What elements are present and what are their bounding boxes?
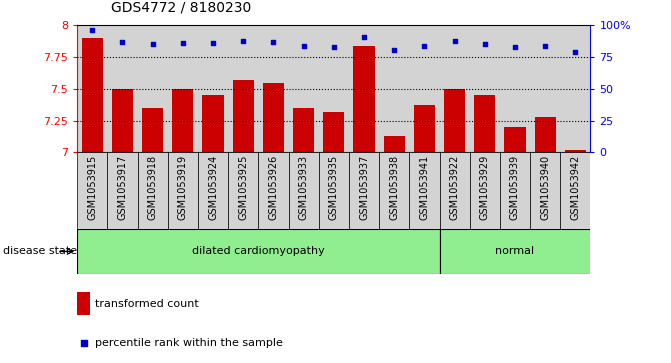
Bar xyxy=(440,25,470,152)
Text: percentile rank within the sample: percentile rank within the sample xyxy=(95,338,283,348)
Bar xyxy=(379,152,409,229)
Bar xyxy=(263,83,284,152)
Bar xyxy=(379,25,409,152)
Point xyxy=(117,39,128,45)
Text: GSM1053939: GSM1053939 xyxy=(510,155,520,220)
Bar xyxy=(138,25,168,152)
Point xyxy=(148,41,158,47)
Bar xyxy=(77,229,440,274)
Bar xyxy=(349,152,379,229)
Bar xyxy=(323,112,344,152)
Bar xyxy=(500,152,530,229)
Bar xyxy=(107,25,138,152)
Text: disease state: disease state xyxy=(3,246,77,256)
Point xyxy=(419,43,430,49)
Bar xyxy=(474,95,495,152)
Bar xyxy=(349,25,379,152)
Bar xyxy=(440,152,470,229)
Bar xyxy=(198,152,228,229)
Bar xyxy=(409,25,440,152)
Bar xyxy=(500,25,530,152)
Bar xyxy=(535,117,556,152)
Point xyxy=(480,41,491,47)
Text: normal: normal xyxy=(495,246,535,256)
Bar xyxy=(354,46,374,152)
Text: GSM1053926: GSM1053926 xyxy=(268,155,278,220)
Text: GSM1053929: GSM1053929 xyxy=(480,155,490,220)
Bar xyxy=(77,152,107,229)
Bar xyxy=(530,152,560,229)
Bar xyxy=(289,152,319,229)
Bar xyxy=(289,25,319,152)
Bar xyxy=(384,136,405,152)
Text: dilated cardiomyopathy: dilated cardiomyopathy xyxy=(192,246,325,256)
Bar xyxy=(112,89,133,152)
Bar xyxy=(565,150,586,152)
Bar xyxy=(168,152,198,229)
Text: GSM1053922: GSM1053922 xyxy=(450,155,460,220)
Point xyxy=(87,28,98,33)
Bar xyxy=(258,152,289,229)
Bar xyxy=(470,152,500,229)
Point xyxy=(540,43,551,49)
Point xyxy=(79,340,89,346)
Bar xyxy=(172,89,193,152)
Bar xyxy=(77,25,107,152)
Bar xyxy=(470,25,500,152)
Point xyxy=(450,38,460,44)
Text: GDS4772 / 8180230: GDS4772 / 8180230 xyxy=(111,0,251,15)
Bar xyxy=(203,95,223,152)
Point xyxy=(359,34,370,40)
Point xyxy=(268,39,279,45)
Point xyxy=(389,46,400,52)
Bar xyxy=(319,152,349,229)
Point xyxy=(299,43,309,49)
Text: GSM1053933: GSM1053933 xyxy=(299,155,309,220)
Bar xyxy=(258,25,289,152)
Bar xyxy=(142,108,163,152)
Point xyxy=(510,44,521,50)
Bar xyxy=(440,229,606,274)
Bar xyxy=(293,108,314,152)
Text: GSM1053925: GSM1053925 xyxy=(238,155,248,220)
Bar xyxy=(414,105,435,152)
Bar xyxy=(138,152,168,229)
Bar xyxy=(82,38,103,152)
Bar xyxy=(228,152,258,229)
Text: GSM1053941: GSM1053941 xyxy=(419,155,429,220)
Text: GSM1053917: GSM1053917 xyxy=(117,155,127,220)
Text: GSM1053924: GSM1053924 xyxy=(208,155,218,220)
Point xyxy=(208,40,219,46)
Point xyxy=(178,40,189,46)
Text: GSM1053935: GSM1053935 xyxy=(329,155,339,220)
Bar xyxy=(168,25,198,152)
Text: GSM1053919: GSM1053919 xyxy=(178,155,188,220)
Text: GSM1053940: GSM1053940 xyxy=(540,155,550,220)
Text: GSM1053938: GSM1053938 xyxy=(389,155,399,220)
Bar xyxy=(198,25,228,152)
Bar xyxy=(228,25,258,152)
Text: transformed count: transformed count xyxy=(95,299,199,309)
Point xyxy=(570,49,581,55)
Text: GSM1053937: GSM1053937 xyxy=(359,155,369,220)
Bar xyxy=(77,292,90,315)
Point xyxy=(238,38,249,44)
Text: GSM1053915: GSM1053915 xyxy=(87,155,97,220)
Bar xyxy=(560,25,590,152)
Text: GSM1053942: GSM1053942 xyxy=(570,155,580,220)
Bar xyxy=(560,152,590,229)
Bar xyxy=(444,89,465,152)
Text: GSM1053918: GSM1053918 xyxy=(148,155,158,220)
Bar xyxy=(107,152,138,229)
Bar xyxy=(530,25,560,152)
Bar xyxy=(319,25,349,152)
Bar xyxy=(409,152,440,229)
Point xyxy=(329,44,340,50)
Bar xyxy=(505,127,525,152)
Bar xyxy=(233,80,254,152)
